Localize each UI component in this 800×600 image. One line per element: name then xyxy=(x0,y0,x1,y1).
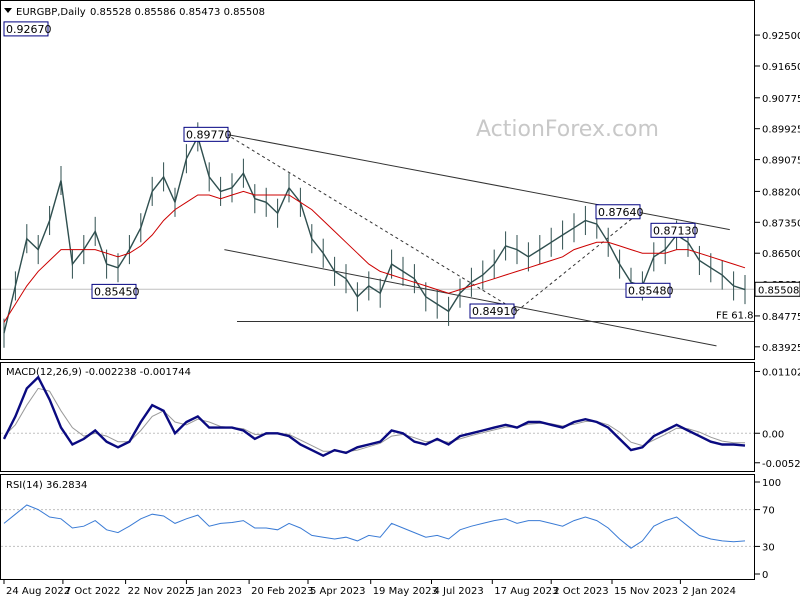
dropdown-triangle-icon[interactable] xyxy=(4,8,12,13)
ma-line xyxy=(3,190,746,323)
x-tick-label: 2 Oct 2023 xyxy=(553,586,608,597)
channel-upper-line xyxy=(226,133,730,231)
price-tick-label: 0.86500 xyxy=(762,249,800,260)
ohlc-values: 0.85528 0.85586 0.85473 0.85508 xyxy=(90,7,265,18)
annotation-label: 0.85480 xyxy=(628,284,674,297)
macd-y-axis: 0.011027 0.00 -0.005267 xyxy=(1,367,800,470)
price-panel xyxy=(0,0,755,360)
rsi-series xyxy=(3,504,746,549)
macd-title: MACD(12,26,9) -0.002238 -0.001744 xyxy=(6,367,191,378)
rsi-tick-label: 0 xyxy=(762,570,768,581)
projection-line-1 xyxy=(226,133,518,312)
x-tick-label: 15 Nov 2023 xyxy=(614,586,678,597)
rsi-y-axis: 100 70 30 0 xyxy=(1,478,781,581)
macd-panel xyxy=(0,362,755,472)
x-tick-label: 5 Jan 2023 xyxy=(188,586,242,597)
price-tick-label: 0.84775 xyxy=(762,312,800,323)
macd-line xyxy=(2,375,746,458)
annotation-box xyxy=(625,282,671,298)
x-tick-label: 4 Jul 2023 xyxy=(434,586,484,597)
annotation-label: 0.84910 xyxy=(472,305,518,318)
annotation-box xyxy=(650,222,696,238)
annotation-box xyxy=(3,21,49,37)
x-tick-label: 19 May 2023 xyxy=(373,586,438,597)
rsi-title: RSI(14) 36.2834 xyxy=(6,480,87,491)
macd-tick-label: 0.011027 xyxy=(762,367,800,378)
projection-line-2 xyxy=(516,211,641,312)
current-price-box xyxy=(754,281,800,297)
annotation-box xyxy=(469,303,515,319)
macd-tick-label: 0.00 xyxy=(762,429,784,440)
price-tick-label: 0.88200 xyxy=(762,187,800,198)
macd-tick-label: -0.005267 xyxy=(762,459,800,470)
x-tick-label: 7 Oct 2022 xyxy=(65,586,120,597)
symbol-label: EURGBP,Daily xyxy=(16,7,86,18)
fe-label: FE 61.8 xyxy=(716,311,754,322)
x-tick-label: 22 Nov 2022 xyxy=(128,586,192,597)
rsi-panel xyxy=(0,474,755,580)
channel-lower-line xyxy=(224,249,717,347)
price-tick-label: 0.91650 xyxy=(762,62,800,73)
price-annotations: 0.92670 0.89770 0.85450 0.84910 0.87640 0.871… xyxy=(3,21,699,319)
x-tick-label: 2 Jan 2024 xyxy=(682,586,736,597)
x-tick-label: 24 Aug 2022 xyxy=(6,586,70,597)
annotation-label: 0.85450 xyxy=(94,285,140,298)
rsi-tick-label: 100 xyxy=(762,478,781,489)
rsi-line xyxy=(3,504,746,549)
annotation-label: 0.87130 xyxy=(653,224,699,237)
x-tick-label: 5 Apr 2023 xyxy=(310,586,365,597)
x-tick-label: 17 Aug 2023 xyxy=(494,586,558,597)
watermark: ActionForex.com xyxy=(476,117,659,142)
price-tick-label: 0.89075 xyxy=(762,156,800,167)
rsi-tick-label: 30 xyxy=(762,542,775,553)
price-tick-label: 0.90775 xyxy=(762,94,800,105)
annotation-box xyxy=(595,204,641,220)
price-tick-label: 0.89925 xyxy=(762,125,800,136)
annotation-label: 0.89770 xyxy=(186,128,232,141)
price-tick-label: 0.87350 xyxy=(762,218,800,229)
rsi-tick-label: 70 xyxy=(762,506,775,517)
annotation-label: 0.92670 xyxy=(6,23,52,36)
macd-series xyxy=(2,375,746,458)
price-y-axis: 0.92500 0.91650 0.90775 0.89925 0.89075 0.882… xyxy=(754,31,800,354)
price-line xyxy=(3,135,746,334)
annotation-box xyxy=(91,283,137,299)
annotation-box xyxy=(183,126,229,142)
price-tick-label: 0.83925 xyxy=(762,343,800,354)
price-tick-label: 0.92500 xyxy=(762,31,800,42)
channel-lines xyxy=(224,133,730,347)
x-tick-label: 20 Feb 2023 xyxy=(251,586,313,597)
annotation-label: 0.87640 xyxy=(598,206,644,219)
current-price-label: 0.85508 xyxy=(758,285,799,296)
